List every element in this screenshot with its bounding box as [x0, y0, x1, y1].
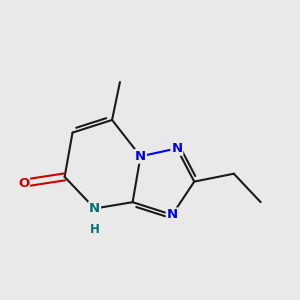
- Text: N: N: [89, 202, 100, 215]
- Text: H: H: [90, 223, 100, 236]
- Text: N: N: [171, 142, 182, 155]
- Text: N: N: [167, 208, 178, 221]
- Text: N: N: [135, 150, 146, 163]
- Text: O: O: [18, 177, 29, 190]
